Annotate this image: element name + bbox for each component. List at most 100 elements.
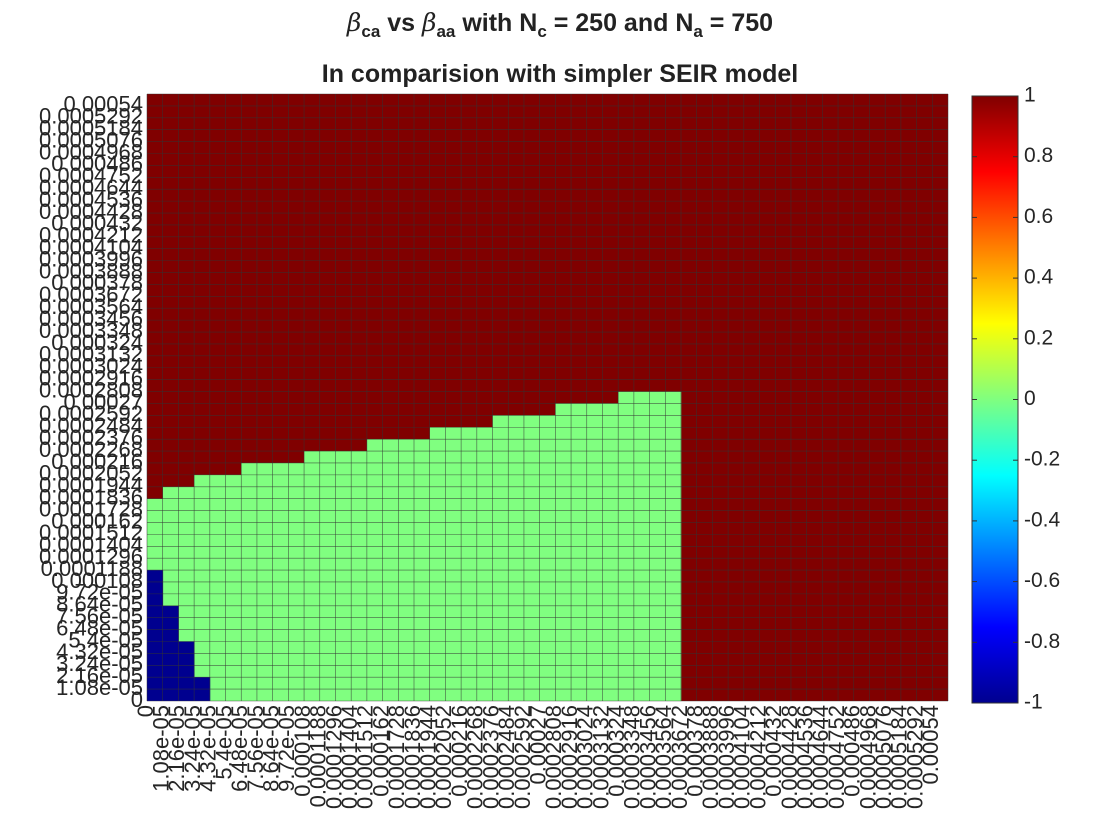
title-eq2: = 750 [702, 9, 774, 37]
y-tick-label: 0.000486 [51, 151, 143, 176]
x-tick-label: 0.000486 [840, 705, 865, 797]
heatmap-column-green [429, 427, 446, 701]
y-tick-label: 0.0003132 [39, 342, 143, 367]
y-tick-label: 0.0001836 [39, 484, 143, 509]
x-tick-label: 0.0001728 [384, 705, 409, 809]
y-tick-label: 0.0003996 [39, 246, 143, 271]
y-tick-label: 0.0004968 [39, 139, 143, 164]
x-tick-label: 0.0002808 [541, 705, 566, 809]
y-tick-label: 0.00054 [63, 92, 143, 117]
y-tick-label: 1.08e-05 [56, 675, 143, 700]
x-tick-label: 0.0003348 [620, 705, 645, 809]
y-tick-label: 0.000108 [51, 568, 143, 593]
x-tick-label: 0.0005184 [887, 705, 912, 809]
x-tick-label: 0.00054 [918, 705, 943, 785]
y-tick-label: 0.000216 [51, 449, 143, 474]
x-tick-label: 0.0005292 [902, 705, 927, 809]
chart-subtitle: In comparision with simpler SEIR model [321, 60, 799, 88]
y-tick-label: 0.000432 [51, 211, 143, 236]
x-tick-label: 0.0003564 [651, 705, 676, 809]
heatmap-column-green [555, 403, 572, 701]
x-tick-label: 0.000324 [604, 705, 629, 797]
y-tick-label: 0.0001512 [39, 520, 143, 545]
x-tick-label: 0.0002484 [494, 705, 519, 809]
title-eq1: = 250 and N [546, 9, 694, 37]
y-tick-label: 0.0002484 [39, 413, 143, 438]
title-beta-2: β [422, 8, 437, 37]
x-tick-label: 1.08e-05 [149, 705, 174, 792]
x-tick-label: 0.0002268 [463, 705, 488, 809]
x-tick-label: 0.000378 [683, 705, 708, 797]
y-axis-ticks: 01.08e-052.16e-053.24e-054.32e-055.4e-05… [39, 92, 143, 712]
x-tick-label: 9.72e-05 [274, 705, 299, 792]
y-tick-label: 0.0002592 [39, 401, 143, 426]
colorbar-tick-label: 0 [1024, 387, 1036, 410]
x-tick-label: 0.0001512 [353, 705, 378, 809]
x-tick-label: 0.0003996 [714, 705, 739, 809]
y-tick-label: 0.0003888 [39, 258, 143, 283]
x-tick-label: 0.0002376 [478, 705, 503, 809]
y-tick-label: 0.0003348 [39, 318, 143, 343]
x-tick-label: 6.48e-05 [227, 705, 252, 792]
heatmap-column-green [194, 474, 211, 701]
x-tick-label: 0.0004644 [808, 705, 833, 809]
x-tick-label: 0.00027 [525, 705, 550, 785]
x-tick-label: 0.0005076 [871, 705, 896, 809]
y-tick-label: 0.0001188 [41, 556, 143, 581]
heatmap-column-green [476, 427, 493, 701]
y-tick-label: 0.0005292 [39, 104, 143, 129]
y-tick-label: 0.0004752 [39, 163, 143, 188]
x-tick-label: 0.0003888 [698, 705, 723, 809]
x-tick-label: 5.4e-05 [211, 705, 236, 780]
colorbar-tick-label: 0.2 [1024, 326, 1053, 349]
y-tick-label: 0.0002916 [39, 365, 143, 390]
heatmap-column-navy [147, 570, 164, 701]
y-tick-label: 0.000162 [51, 508, 143, 533]
y-tick-label: 0.00027 [63, 389, 143, 414]
y-tick-label: 0.0001728 [39, 496, 143, 521]
y-tick-label: 0.0003024 [39, 354, 143, 379]
heatmap-column-green [319, 451, 336, 701]
y-tick-label: 0.0004212 [39, 223, 143, 248]
y-tick-label: 0.000378 [51, 270, 143, 295]
colorbar-ticks: 1 0.8 0.6 0.4 0.2 0 -0.2 -0.4 -0.6 -0.8 -1 [972, 84, 1061, 714]
y-tick-label: 3.24e-05 [56, 651, 143, 676]
colorbar-tick-label: -0.6 [1024, 569, 1060, 592]
x-tick-label: 0 [133, 705, 158, 717]
y-tick-label: 0.0003564 [39, 294, 143, 319]
y-tick-label: 0.0005076 [39, 127, 143, 152]
x-tick-label: 0.0004536 [792, 705, 817, 809]
heatmap-column-green [445, 427, 462, 701]
y-tick-label: 0.0004536 [39, 187, 143, 212]
x-axis-ticks: 01.08e-052.16e-053.24e-054.32e-055.4e-05… [133, 705, 943, 809]
y-tick-label: 4.32e-05 [56, 639, 143, 664]
y-tick-label: 0.0001296 [39, 544, 143, 569]
title-vs: vs [380, 9, 422, 37]
colorbar-tick-label: -0.4 [1024, 508, 1061, 531]
x-tick-label: 0.0001404 [337, 705, 362, 809]
heatmap-column-green [461, 427, 478, 701]
x-tick-label: 0.0001944 [416, 705, 441, 809]
heatmap-gridlines [146, 93, 949, 702]
x-tick-label: 0.0004212 [745, 705, 770, 809]
colorbar-tick-label: -0.2 [1024, 448, 1060, 471]
x-tick-label: 0.0001188 [306, 705, 331, 807]
colorbar-tick-label: -0.8 [1024, 630, 1060, 653]
y-tick-label: 0.0001404 [39, 532, 143, 557]
x-tick-label: 2.16e-05 [164, 705, 189, 792]
title-sub-aa: aa [436, 22, 456, 41]
y-tick-label: 0.0002808 [39, 377, 143, 402]
heatmap-column-green [571, 403, 588, 701]
y-tick-label: 5.4e-05 [68, 627, 143, 652]
title-beta-1: β [346, 8, 362, 37]
x-tick-label: 0.0004428 [777, 705, 802, 809]
heatmap-column-green [304, 451, 321, 701]
colorbar-tick-label: 0.6 [1024, 205, 1053, 228]
y-tick-label: 0.0001944 [39, 473, 143, 498]
x-tick-label: 4.32e-05 [196, 705, 221, 792]
heatmap-column-green [209, 474, 226, 701]
x-tick-label: 0.0002916 [557, 705, 582, 809]
x-tick-label: 0.0003672 [667, 705, 692, 809]
colorbar [971, 95, 1019, 704]
